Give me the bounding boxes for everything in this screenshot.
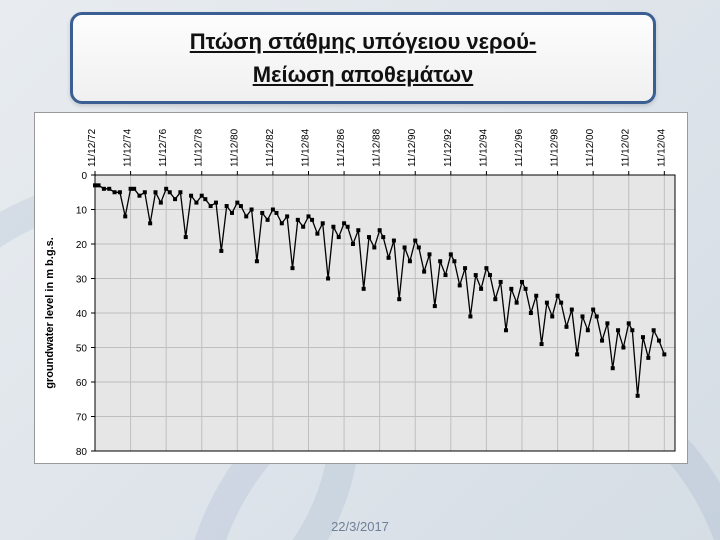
- svg-text:30: 30: [76, 275, 88, 286]
- svg-text:groundwater level in m b.g.s.: groundwater level in m b.g.s.: [44, 237, 56, 389]
- slide: Πτώση στάθμης υπόγειου νερού- Μείωση απο…: [0, 0, 720, 540]
- svg-text:50: 50: [76, 344, 88, 355]
- svg-text:11/12/86: 11/12/86: [336, 128, 347, 167]
- svg-text:11/12/02: 11/12/02: [621, 128, 632, 167]
- svg-text:80: 80: [76, 447, 88, 458]
- svg-text:11/12/88: 11/12/88: [372, 128, 383, 167]
- svg-text:11/12/84: 11/12/84: [300, 128, 311, 167]
- svg-text:11/12/80: 11/12/80: [229, 128, 240, 167]
- svg-text:20: 20: [76, 240, 88, 251]
- svg-text:11/12/96: 11/12/96: [514, 128, 525, 167]
- svg-text:11/12/74: 11/12/74: [123, 128, 134, 167]
- svg-text:11/12/04: 11/12/04: [656, 128, 667, 167]
- svg-text:40: 40: [76, 309, 88, 320]
- svg-text:60: 60: [76, 378, 88, 389]
- groundwater-chart: 0 10 20 30 40 50 60 70 80 11/12/72 11/12/74 11/12/7…: [34, 112, 688, 464]
- title-line-2: Μείωση αποθεμάτων: [253, 58, 474, 91]
- svg-text:11/12/92: 11/12/92: [443, 128, 454, 167]
- svg-text:11/12/82: 11/12/82: [265, 128, 276, 167]
- svg-text:11/12/72: 11/12/72: [87, 128, 98, 167]
- svg-text:0: 0: [81, 171, 87, 182]
- svg-text:11/12/76: 11/12/76: [158, 128, 169, 167]
- title-line-1: Πτώση στάθμης υπόγειου νερού-: [190, 25, 537, 58]
- svg-text:11/12/90: 11/12/90: [407, 128, 418, 167]
- svg-text:11/12/00: 11/12/00: [585, 128, 596, 167]
- svg-text:11/12/94: 11/12/94: [478, 128, 489, 167]
- svg-text:11/12/98: 11/12/98: [550, 128, 561, 167]
- svg-text:10: 10: [76, 206, 88, 217]
- footer-date: 22/3/2017: [0, 519, 720, 534]
- svg-text:11/12/78: 11/12/78: [194, 128, 205, 167]
- title-box: Πτώση στάθμης υπόγειου νερού- Μείωση απο…: [70, 12, 656, 104]
- chart-svg: 0 10 20 30 40 50 60 70 80 11/12/72 11/12/74 11/12/7…: [35, 113, 687, 463]
- svg-text:70: 70: [76, 413, 88, 424]
